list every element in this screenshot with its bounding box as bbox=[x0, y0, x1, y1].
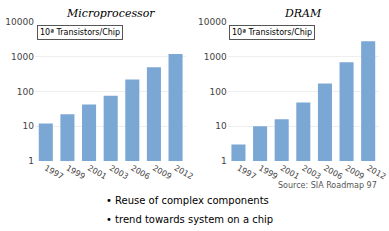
svg-text:2012: 2012 bbox=[173, 163, 195, 181]
svg-text:1000: 1000 bbox=[11, 52, 34, 62]
svg-text:10000: 10000 bbox=[5, 17, 34, 27]
svg-text:• Reuse of complex components: • Reuse of complex components bbox=[106, 195, 269, 206]
svg-text:DRAM: DRAM bbox=[284, 7, 322, 20]
svg-text:1: 1 bbox=[28, 156, 34, 166]
svg-text:1: 1 bbox=[221, 156, 227, 166]
svg-text:10: 10 bbox=[215, 121, 227, 131]
svg-text:10000: 10000 bbox=[198, 17, 227, 27]
svg-text:10ª Transistors/Chip: 10ª Transistors/Chip bbox=[232, 28, 312, 37]
svg-text:10: 10 bbox=[23, 121, 35, 131]
svg-text:2001: 2001 bbox=[279, 163, 301, 181]
svg-text:100: 100 bbox=[17, 87, 34, 97]
svg-text:2009: 2009 bbox=[344, 163, 366, 181]
svg-text:Source: SIA Roadmap 97: Source: SIA Roadmap 97 bbox=[278, 181, 377, 190]
svg-text:1997: 1997 bbox=[43, 163, 65, 181]
svg-text:• trend towards system on a ch: • trend towards system on a chip bbox=[106, 214, 273, 225]
svg-text:2006: 2006 bbox=[322, 163, 344, 181]
svg-text:100: 100 bbox=[209, 87, 226, 97]
svg-text:2003: 2003 bbox=[300, 163, 322, 181]
svg-text:1997: 1997 bbox=[235, 163, 257, 181]
svg-text:2003: 2003 bbox=[108, 163, 130, 181]
svg-text:1000: 1000 bbox=[204, 52, 227, 62]
svg-text:2012: 2012 bbox=[365, 163, 387, 181]
svg-text:1999: 1999 bbox=[64, 163, 86, 181]
svg-text:1999: 1999 bbox=[257, 163, 279, 181]
svg-text:Microprocessor: Microprocessor bbox=[66, 7, 155, 20]
svg-text:2009: 2009 bbox=[151, 163, 173, 181]
svg-text:2001: 2001 bbox=[86, 163, 108, 181]
svg-text:10ª Transistors/Chip: 10ª Transistors/Chip bbox=[40, 28, 120, 37]
svg-text:2006: 2006 bbox=[129, 163, 151, 181]
